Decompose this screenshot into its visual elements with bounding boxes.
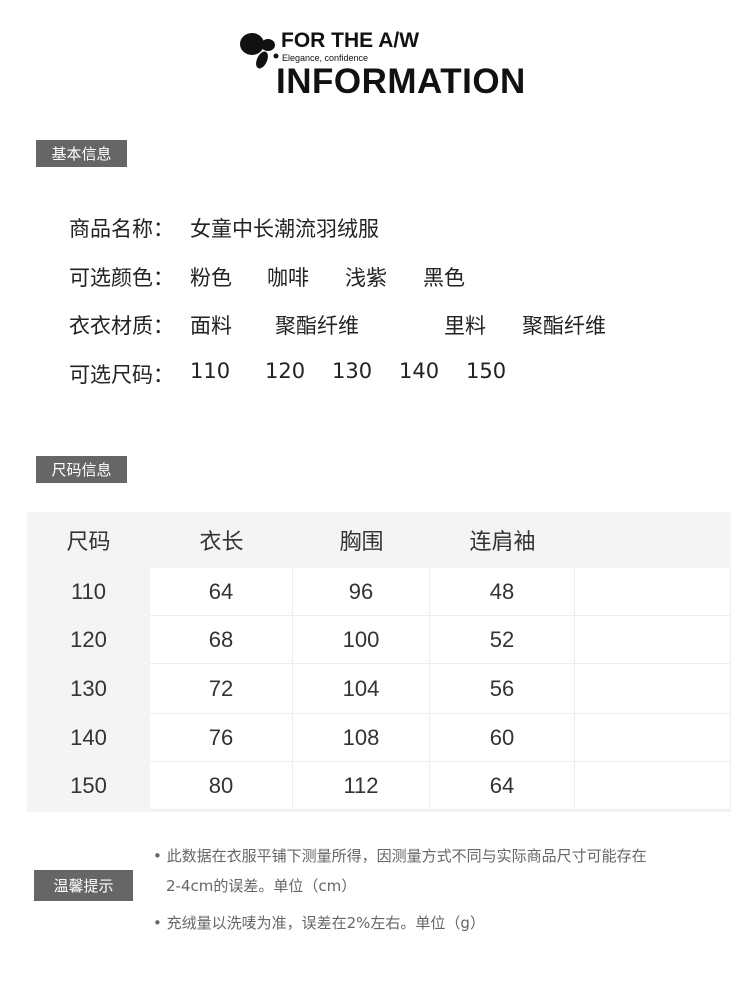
size-label: 可选尺码： — [69, 363, 174, 387]
material-item: 聚酯纤维 — [522, 314, 606, 338]
section-tips: 温馨提示 — [34, 870, 133, 901]
row-size-cell: 150 — [70, 773, 107, 798]
name-value: 女童中长潮流羽绒服 — [190, 217, 379, 241]
header-tagline: Elegance, confidence — [282, 53, 369, 63]
table-header-cell: 衣长 — [199, 529, 244, 554]
material-item: 聚酯纤维 — [275, 314, 359, 338]
table-header-cell: 连肩袖 — [469, 529, 536, 554]
row-size-cell: 140 — [70, 725, 107, 750]
table-cell: 76 — [150, 714, 293, 762]
material-label: 衣衣材质： — [69, 314, 174, 338]
tip-note-2-text: 充绒量以洗唛为准，误差在2%左右。单位（g） — [166, 914, 485, 932]
table-cell: 80 — [150, 762, 293, 810]
header-line1: FOR THE A/W — [281, 29, 420, 52]
table-cell: 96 — [293, 568, 430, 616]
butterfly-icon — [240, 33, 279, 69]
tip-note-1: • 此数据在衣服平铺下测量所得，因测量方式不同与实际商品尺寸可能存在 — [153, 847, 647, 865]
table-cell — [575, 762, 731, 810]
size-table: 尺码 衣长 胸围 连肩袖 110 64 96 48 120 68 100 52 130 72 104 56 14… — [27, 512, 731, 812]
color-option: 黑色 — [423, 266, 465, 290]
size-option: 140 — [399, 359, 440, 383]
table-cell: 108 — [293, 714, 430, 762]
table-cell — [575, 714, 731, 762]
table-header-cell: 尺码 — [66, 529, 111, 554]
tip-note-2: • 充绒量以洗唛为准，误差在2%左右。单位（g） — [153, 914, 485, 932]
table-cell — [575, 616, 731, 664]
tip-note-1-line1: 此数据在衣服平铺下测量所得，因测量方式不同与实际商品尺寸可能存在 — [166, 847, 647, 865]
size-option: 120 — [265, 359, 306, 383]
tip-note-1-line2: 2-4cm的误差。单位（cm） — [166, 877, 357, 895]
table-cell: 64 — [150, 568, 293, 616]
table-cell: 100 — [293, 616, 430, 664]
color-option: 粉色 — [190, 266, 232, 290]
size-option: 150 — [466, 359, 507, 383]
table-cell — [575, 568, 731, 616]
table-header-cell — [575, 512, 731, 568]
table-cell: 104 — [293, 664, 430, 714]
color-label: 可选颜色： — [69, 266, 174, 290]
table-cell: 112 — [293, 762, 430, 810]
row-size-cell: 120 — [70, 627, 107, 652]
section-size-info: 尺码信息 — [36, 456, 127, 483]
material-item: 里料 — [444, 314, 486, 338]
color-option: 浅紫 — [345, 266, 387, 290]
name-label: 商品名称： — [69, 217, 174, 241]
row-size-cell: 130 — [70, 676, 107, 701]
size-option: 130 — [332, 359, 373, 383]
material-item: 面料 — [190, 314, 232, 338]
table-cell: 48 — [430, 568, 575, 616]
table-cell — [575, 664, 731, 714]
table-cell: 72 — [150, 664, 293, 714]
table-cell: 52 — [430, 616, 575, 664]
size-option: 110 — [190, 359, 231, 383]
header-title: INFORMATION — [276, 62, 526, 101]
section-basic-info: 基本信息 — [36, 140, 127, 167]
row-size-cell: 110 — [70, 579, 107, 604]
table-header-cell: 胸围 — [339, 529, 384, 554]
table-cell: 60 — [430, 714, 575, 762]
table-cell: 56 — [430, 664, 575, 714]
color-option: 咖啡 — [267, 266, 309, 290]
table-cell: 68 — [150, 616, 293, 664]
table-cell: 64 — [430, 762, 575, 810]
